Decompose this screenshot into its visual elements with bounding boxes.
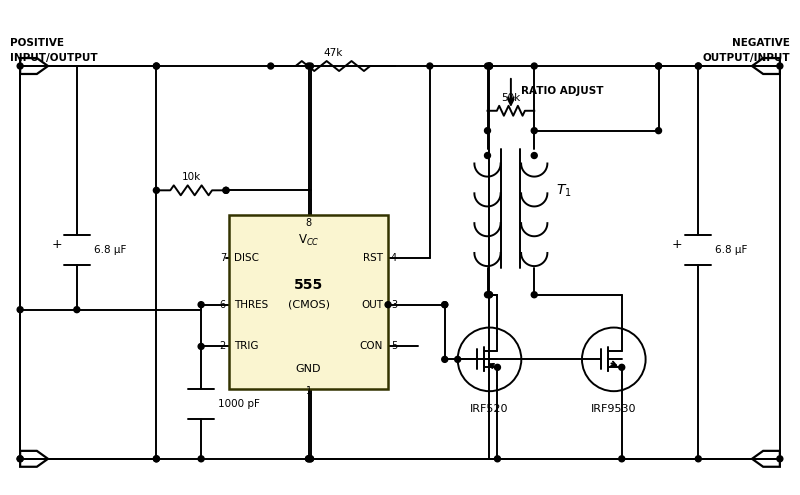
Circle shape (198, 301, 204, 308)
Circle shape (695, 63, 702, 69)
Circle shape (494, 364, 501, 370)
Text: (CMOS): (CMOS) (287, 299, 330, 310)
Circle shape (385, 301, 391, 308)
Text: INPUT/OUTPUT: INPUT/OUTPUT (10, 53, 98, 63)
Circle shape (154, 63, 159, 69)
Circle shape (74, 307, 80, 313)
Bar (229, 215, 388, 389)
Text: RST: RST (363, 253, 383, 263)
Circle shape (655, 63, 662, 69)
Text: 6.8 µF: 6.8 µF (94, 245, 126, 255)
Circle shape (486, 292, 493, 297)
Circle shape (306, 456, 311, 462)
Text: IRF520: IRF520 (470, 404, 509, 414)
Circle shape (531, 128, 538, 134)
Circle shape (154, 187, 159, 194)
Circle shape (307, 63, 314, 69)
Circle shape (306, 63, 311, 69)
Circle shape (454, 356, 461, 362)
Circle shape (618, 456, 625, 462)
Circle shape (695, 456, 702, 462)
Text: THRES: THRES (234, 299, 268, 310)
Text: +: + (671, 238, 682, 250)
Text: 555: 555 (294, 278, 323, 292)
Circle shape (223, 187, 229, 194)
Circle shape (198, 344, 204, 349)
Text: IRF9530: IRF9530 (591, 404, 637, 414)
Text: OUT: OUT (361, 299, 383, 310)
Circle shape (17, 456, 23, 462)
Text: 1000 pF: 1000 pF (218, 399, 260, 409)
Text: 7: 7 (220, 253, 226, 263)
Circle shape (695, 63, 702, 69)
Text: 47k: 47k (323, 48, 342, 58)
Text: 6.8 µF: 6.8 µF (715, 245, 747, 255)
Text: DISC: DISC (234, 253, 259, 263)
Circle shape (268, 63, 274, 69)
Text: 4: 4 (391, 253, 397, 263)
Text: 1: 1 (306, 386, 311, 396)
Circle shape (307, 456, 314, 462)
Text: +: + (52, 238, 62, 250)
Text: 5: 5 (391, 342, 398, 351)
Text: 10k: 10k (182, 172, 201, 182)
Circle shape (486, 63, 493, 69)
Circle shape (307, 456, 314, 462)
Circle shape (494, 456, 501, 462)
Text: 8: 8 (306, 218, 311, 228)
Circle shape (485, 152, 490, 158)
Text: POSITIVE: POSITIVE (10, 38, 64, 48)
Circle shape (17, 63, 23, 69)
Circle shape (655, 128, 662, 134)
Text: RATIO ADJUST: RATIO ADJUST (521, 86, 603, 96)
Circle shape (777, 63, 783, 69)
Circle shape (306, 456, 311, 462)
Text: OUTPUT/INPUT: OUTPUT/INPUT (702, 53, 790, 63)
Circle shape (485, 292, 490, 297)
Circle shape (154, 456, 159, 462)
Text: 3: 3 (391, 299, 397, 310)
Circle shape (486, 292, 493, 297)
Circle shape (17, 456, 23, 462)
Circle shape (154, 456, 159, 462)
Circle shape (531, 152, 538, 158)
Circle shape (486, 63, 493, 69)
Text: 2: 2 (220, 342, 226, 351)
Circle shape (777, 456, 783, 462)
Circle shape (442, 356, 448, 362)
Text: TRIG: TRIG (234, 342, 258, 351)
Circle shape (154, 63, 159, 69)
Circle shape (17, 307, 23, 313)
Text: GND: GND (296, 364, 322, 374)
Text: V$_{CC}$: V$_{CC}$ (298, 233, 319, 248)
Circle shape (531, 63, 538, 69)
Circle shape (485, 128, 490, 134)
Circle shape (427, 63, 433, 69)
Text: 50k: 50k (502, 93, 521, 103)
Circle shape (442, 301, 448, 308)
Circle shape (618, 364, 625, 370)
Text: CON: CON (360, 342, 383, 351)
Text: NEGATIVE: NEGATIVE (732, 38, 790, 48)
Text: 6: 6 (220, 299, 226, 310)
Circle shape (531, 292, 538, 297)
Circle shape (442, 301, 448, 308)
Circle shape (485, 63, 490, 69)
Text: T$_1$: T$_1$ (556, 182, 572, 198)
Circle shape (486, 63, 493, 69)
Circle shape (198, 456, 204, 462)
Circle shape (655, 63, 662, 69)
Circle shape (223, 187, 229, 194)
